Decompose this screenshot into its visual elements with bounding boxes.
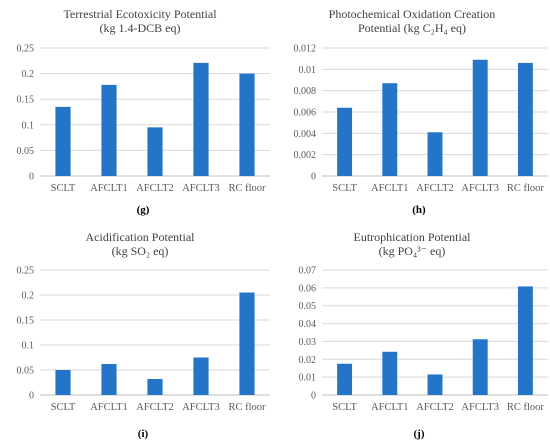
- y-tick-label: 0.008: [294, 86, 317, 97]
- x-tick-label: AFCLT2: [136, 183, 174, 194]
- y-tick-label: 0.1: [22, 120, 35, 131]
- chart-panel-g: Terrestrial Ecotoxicity Potential (kg 1.…: [17, 7, 270, 216]
- y-tick-label: 0: [311, 391, 316, 402]
- bar: [382, 83, 398, 176]
- chart-title: Acidification Potential: [86, 230, 196, 244]
- panel-label: (j): [414, 428, 425, 440]
- bar: [517, 62, 533, 176]
- chart-subtitle: Potential (kg C₂H₄ eq): [358, 21, 466, 35]
- y-tick-label: 0: [29, 391, 34, 402]
- x-tick-label: SCLT: [332, 183, 357, 194]
- y-tick-label: 0.012: [294, 44, 317, 55]
- y-tick-label: 0.01: [299, 65, 317, 76]
- bar: [147, 379, 163, 395]
- bar: [472, 59, 488, 176]
- bar: [55, 106, 71, 176]
- bar: [427, 132, 443, 176]
- bar: [239, 73, 255, 176]
- chart-subtitle: (kg SO₂ eq): [112, 244, 169, 258]
- x-tick-label: AFCLT3: [461, 402, 499, 413]
- chart-subtitle: (kg PO₄³⁻ eq): [379, 244, 446, 258]
- chart-panel-j: Eutrophication Potential (kg PO₄³⁻ eq) 0…: [299, 230, 548, 440]
- plot-area: 0 0.05 0.1 0.15 0.2 0.25 SCLT AFCLT1 AFCLT2 AFCLT…: [17, 44, 270, 194]
- chart-subtitle: (kg 1.4-DCB eq): [100, 21, 181, 35]
- y-tick-label: 0: [311, 172, 316, 183]
- x-tick-label: AFCLT2: [136, 402, 174, 413]
- chart-title: Terrestrial Ecotoxicity Potential: [63, 7, 217, 21]
- y-tick-label: 0.06: [299, 283, 317, 294]
- chart-panel-i: Acidification Potential (kg SO₂ eq) 0 0.0…: [17, 230, 270, 440]
- y-tick-label: 0.2: [22, 69, 35, 80]
- bar: [337, 363, 353, 395]
- y-tick-label: 0.03: [299, 337, 317, 348]
- bar: [517, 286, 533, 395]
- y-tick-label: 0.05: [299, 301, 317, 312]
- bar: [382, 351, 398, 395]
- y-tick-label: 0.01: [299, 373, 317, 384]
- y-tick-label: 0.006: [294, 108, 317, 119]
- bar: [239, 292, 255, 395]
- y-tick-label: 0.15: [17, 95, 35, 106]
- y-tick-label: 0: [29, 172, 34, 183]
- x-tick-label: SCLT: [51, 402, 76, 413]
- x-tick-label: AFCLT3: [182, 402, 220, 413]
- x-tick-label: AFCLT1: [90, 402, 128, 413]
- chart-title: Photochemical Oxidation Creation: [329, 7, 496, 21]
- y-tick-label: 0.004: [294, 129, 317, 140]
- y-tick-label: 0.15: [17, 316, 35, 327]
- plot-area: 0 0.01 0.02 0.03 0.04 0.05 0.06 0.07 SCLT AFCLT1 A…: [299, 266, 548, 413]
- y-tick-label: 0.04: [299, 319, 317, 330]
- bar: [337, 107, 353, 176]
- bar: [472, 339, 488, 395]
- panel-label: (i): [138, 428, 149, 440]
- y-tick-label: 0.1: [22, 341, 35, 352]
- bar: [193, 357, 209, 395]
- x-tick-label: RC floor: [507, 402, 545, 413]
- x-tick-label: AFCLT1: [90, 183, 128, 194]
- y-tick-label: 0.25: [17, 266, 35, 277]
- bar: [101, 84, 117, 176]
- y-tick-label: 0.2: [22, 291, 35, 302]
- panel-label: (h): [412, 204, 426, 216]
- x-tick-label: RC floor: [228, 183, 266, 194]
- x-tick-label: AFCLT1: [371, 402, 409, 413]
- panel-label: (g): [137, 204, 150, 216]
- x-tick-label: RC floor: [507, 183, 545, 194]
- x-tick-label: AFCLT1: [371, 183, 409, 194]
- y-tick-label: 0.02: [299, 355, 317, 366]
- x-tick-label: SCLT: [332, 402, 357, 413]
- chart-panel-h: Photochemical Oxidation Creation Potenti…: [294, 7, 548, 216]
- bar: [193, 62, 209, 176]
- x-tick-label: AFCLT2: [416, 402, 454, 413]
- y-tick-label: 0.05: [17, 366, 35, 377]
- bar: [101, 364, 117, 395]
- x-tick-label: AFCLT3: [461, 183, 499, 194]
- chart-title: Eutrophication Potential: [354, 230, 472, 244]
- plot-area: 0 0.05 0.1 0.15 0.2 0.25 SCLT AFCLT1 AFCLT2 AFCLT…: [17, 266, 270, 413]
- x-tick-label: RC floor: [228, 402, 266, 413]
- plot-area: 0 0.002 0.004 0.006 0.008 0.01 0.012 SCLT AFCLT1…: [294, 44, 548, 194]
- y-tick-label: 0.002: [294, 150, 317, 161]
- x-tick-label: AFCLT2: [416, 183, 454, 194]
- x-tick-label: AFCLT3: [182, 183, 220, 194]
- bar: [55, 370, 71, 395]
- y-tick-label: 0.05: [17, 146, 35, 157]
- y-tick-label: 0.07: [299, 266, 317, 277]
- x-tick-label: SCLT: [51, 183, 76, 194]
- y-tick-label: 0.25: [17, 44, 35, 55]
- bar: [427, 374, 443, 395]
- bar: [147, 127, 163, 176]
